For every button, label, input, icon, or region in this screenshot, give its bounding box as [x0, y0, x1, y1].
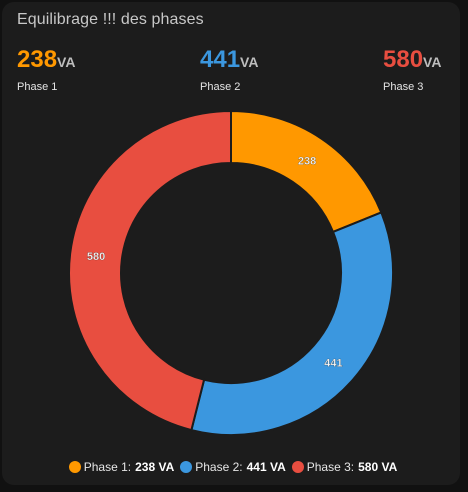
legend-item-phase-3[interactable]: Phase 3: 580 VA [291, 460, 398, 474]
chart-legend: Phase 1: 238 VA Phase 2: 441 VA Phase 3: 58… [2, 460, 464, 474]
legend-item-phase-1[interactable]: Phase 1: 238 VA [68, 460, 175, 474]
chart-card: Equilibrage !!! des phases 238VA Phase 1… [2, 2, 460, 485]
legend-series-value: 441 VA [246, 460, 286, 474]
metric-phase-3: 580VA Phase 3 [383, 46, 442, 94]
legend-series-name: Phase 3: [306, 460, 355, 474]
legend-series-value: 580 VA [358, 460, 398, 474]
metric-value: 441 [200, 46, 241, 73]
metric-phase-1: 238VA Phase 1 [17, 46, 76, 94]
card-title: Equilibrage !!! des phases [17, 11, 204, 28]
legend-item-phase-2[interactable]: Phase 2: 441 VA [180, 460, 286, 474]
legend-series-value: 238 VA [135, 460, 175, 474]
legend-series-name: Phase 1: [83, 460, 132, 474]
metric-unit: VA [423, 54, 442, 70]
donut-slice-phase-2[interactable] [190, 211, 394, 436]
legend-marker-icon [291, 461, 304, 473]
legend-marker-icon [180, 461, 193, 473]
metric-value: 580 [383, 46, 424, 73]
data-label-phase-2: 441 [324, 357, 342, 369]
donut-slice-phase-3[interactable] [68, 109, 232, 432]
donut-chart: 238 441 580 [68, 109, 394, 436]
metric-unit: VA [57, 54, 76, 70]
metric-label: Phase 1 [17, 81, 58, 93]
metric-label: Phase 3 [383, 81, 424, 93]
legend-series-name: Phase 2: [195, 460, 243, 474]
data-label-phase-3: 580 [87, 251, 105, 263]
legend-marker-icon [68, 461, 81, 473]
metric-value: 238 [17, 46, 58, 73]
donut-slice-phase-1[interactable] [230, 109, 383, 234]
metric-label: Phase 2 [200, 81, 241, 93]
metric-unit: VA [240, 54, 259, 70]
metric-phase-2: 441VA Phase 2 [200, 46, 259, 94]
data-label-phase-1: 238 [298, 155, 316, 167]
